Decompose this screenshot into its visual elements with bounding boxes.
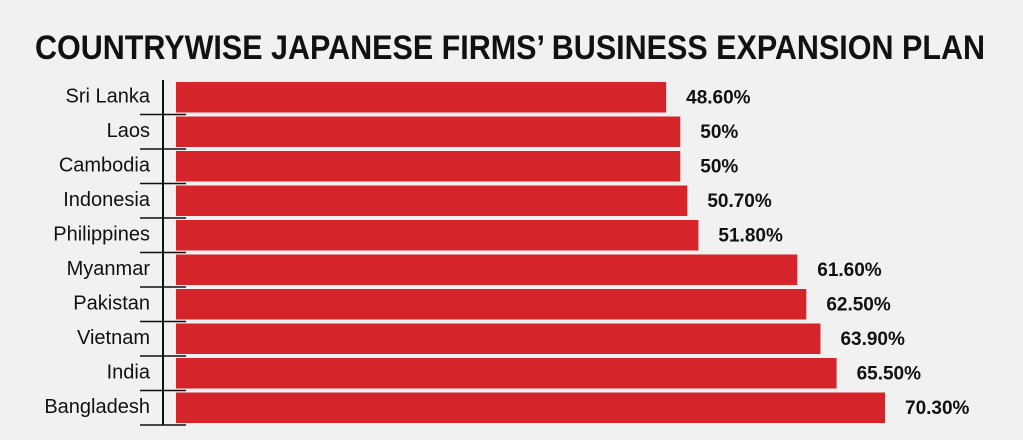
y-tick-label: Myanmar [67, 258, 151, 280]
value-label: 51.80% [718, 225, 783, 246]
bar [176, 323, 821, 354]
value-label: 62.50% [826, 294, 891, 315]
value-label: 65.50% [857, 363, 922, 384]
y-tick-label: Indonesia [63, 189, 151, 211]
chart-title: COUNTRYWISE JAPANESE FIRMS’ BUSINESS EXP… [35, 29, 985, 67]
y-tick-label: India [107, 362, 151, 384]
bar [176, 185, 688, 216]
bar [176, 220, 699, 251]
y-tick-label: Sri Lanka [66, 86, 151, 108]
y-tick-label: Laos [107, 120, 150, 142]
value-label: 48.60% [686, 87, 751, 108]
y-tick-label: Cambodia [59, 155, 151, 177]
value-label: 50% [700, 156, 738, 177]
y-tick-label: Bangladesh [44, 396, 150, 418]
bar [176, 358, 837, 389]
value-label: 70.30% [905, 398, 970, 419]
bar [176, 392, 885, 423]
value-label: 50% [700, 122, 738, 143]
bar [176, 82, 667, 113]
value-label: 61.60% [817, 260, 882, 281]
value-label: 50.70% [707, 191, 772, 212]
bar [176, 254, 798, 285]
bar [176, 151, 681, 182]
y-tick-label: Vietnam [77, 327, 150, 349]
bar [176, 116, 681, 147]
value-label: 63.90% [840, 329, 905, 350]
y-tick-label: Pakistan [73, 293, 150, 315]
bar [176, 289, 807, 320]
y-tick-label: Philippines [53, 224, 150, 246]
